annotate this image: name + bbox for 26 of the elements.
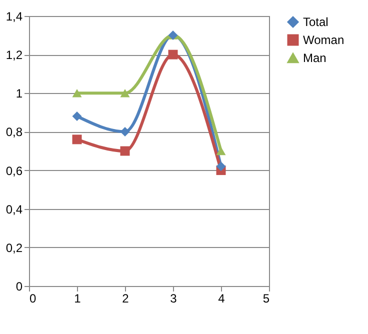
- point: [120, 89, 130, 98]
- legend-label: Total: [303, 15, 328, 29]
- x-tick-label: 1: [74, 292, 82, 306]
- y-tick-label: 1,4: [6, 10, 23, 24]
- y-tick-label: 1: [16, 86, 23, 101]
- point: [72, 134, 82, 144]
- point: [120, 126, 130, 136]
- y-tick-label: 0,2: [6, 240, 23, 255]
- y-tick-label: 0,4: [6, 202, 23, 216]
- point: [72, 112, 82, 122]
- y-tick-label: 1,2: [6, 48, 23, 62]
- point: [216, 146, 226, 156]
- x-tick-label: 3: [170, 292, 178, 306]
- y-tick-label: 0,6: [6, 164, 23, 178]
- x-tick-label: 0: [30, 292, 36, 306]
- point: [120, 146, 130, 156]
- point: [216, 162, 226, 172]
- x-tick-label: 5: [262, 292, 270, 306]
- point: [168, 50, 178, 60]
- point: [72, 89, 82, 98]
- y-tick-label: 0,8: [6, 125, 23, 140]
- legend-label: Man: [303, 51, 326, 65]
- y-tick-label: 0: [16, 280, 23, 294]
- x-tick-label: 2: [122, 292, 130, 306]
- legend-label: Woman: [303, 33, 344, 47]
- x-tick-label: 4: [218, 292, 226, 306]
